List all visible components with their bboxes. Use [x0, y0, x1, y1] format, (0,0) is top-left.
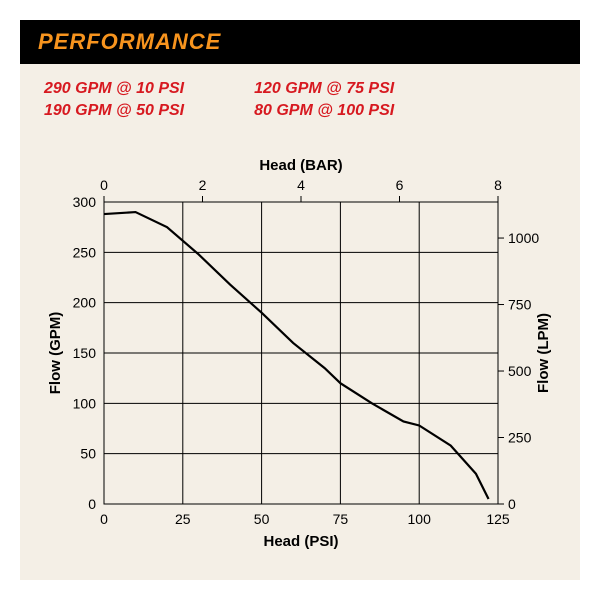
y-left-tick: 100: [73, 395, 97, 411]
y-right-tick: 0: [508, 496, 516, 512]
x-bottom-tick: 0: [100, 511, 108, 527]
x-bottom-tick: 100: [408, 511, 432, 527]
y-left-tick: 250: [73, 244, 97, 260]
y-left-tick: 150: [73, 345, 97, 361]
y-left-label: Flow (GPM): [47, 312, 64, 395]
spec-line: 190 GPM @ 50 PSI: [44, 100, 184, 122]
title-bar: PERFORMANCE: [20, 20, 580, 64]
spec-line: 120 GPM @ 75 PSI: [254, 78, 394, 100]
y-right-tick: 1000: [508, 230, 539, 246]
spec-col-right: 120 GPM @ 75 PSI 80 GPM @ 100 PSI: [254, 78, 394, 123]
y-right-label: Flow (LPM): [535, 313, 552, 393]
performance-chart: 0255075100125050100150200250300024680250…: [44, 148, 556, 558]
chart-container: 0255075100125050100150200250300024680250…: [44, 148, 556, 558]
flow-curve: [104, 212, 489, 499]
y-right-tick: 500: [508, 363, 532, 379]
x-bottom-tick: 50: [254, 511, 270, 527]
x-bottom-tick: 25: [175, 511, 191, 527]
y-right-tick: 750: [508, 297, 532, 313]
y-left-tick: 50: [80, 446, 96, 462]
x-bottom-label: Head (PSI): [263, 533, 338, 550]
y-left-tick: 0: [88, 496, 96, 512]
x-top-tick: 6: [396, 177, 404, 193]
x-bottom-tick: 125: [486, 511, 510, 527]
x-top-tick: 2: [199, 177, 207, 193]
y-left-tick: 300: [73, 194, 97, 210]
x-bottom-tick: 75: [333, 511, 349, 527]
spec-line: 290 GPM @ 10 PSI: [44, 78, 184, 100]
x-top-tick: 0: [100, 177, 108, 193]
x-top-label: Head (BAR): [259, 157, 342, 174]
spec-block: 290 GPM @ 10 PSI 190 GPM @ 50 PSI 120 GP…: [20, 64, 580, 123]
spec-line: 80 GPM @ 100 PSI: [254, 100, 394, 122]
x-top-tick: 4: [297, 177, 305, 193]
performance-panel: PERFORMANCE 290 GPM @ 10 PSI 190 GPM @ 5…: [20, 20, 580, 580]
y-left-tick: 200: [73, 295, 97, 311]
spec-col-left: 290 GPM @ 10 PSI 190 GPM @ 50 PSI: [44, 78, 184, 123]
section-title: PERFORMANCE: [38, 29, 221, 55]
x-top-tick: 8: [494, 177, 502, 193]
y-right-tick: 250: [508, 430, 532, 446]
